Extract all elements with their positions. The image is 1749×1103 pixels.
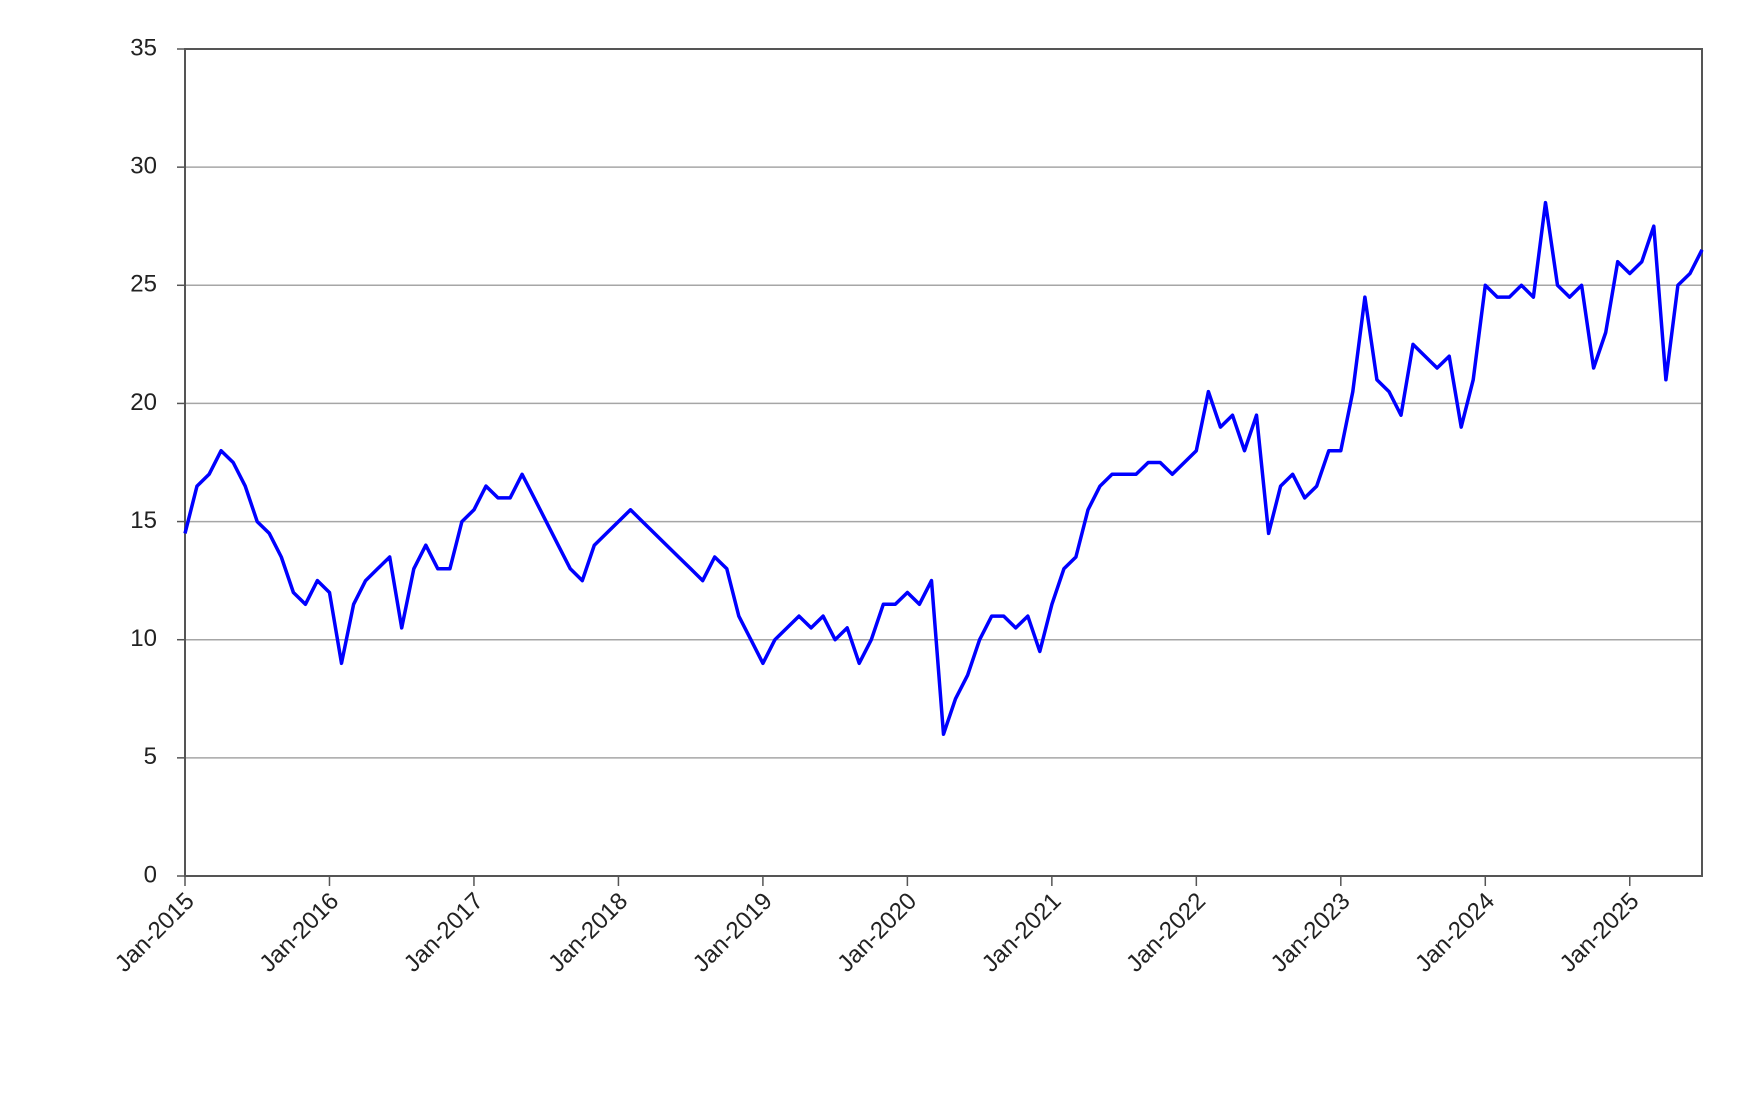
x-tick-label: Jan-2025: [1555, 888, 1645, 978]
x-tick-label: Jan-2018: [543, 888, 633, 978]
y-tick-label: 0: [144, 861, 157, 888]
x-tick-label: Jan-2015: [110, 888, 200, 978]
y-tick-label: 15: [130, 507, 157, 534]
x-tick-label: Jan-2023: [1266, 888, 1356, 978]
y-tick-label: 5: [144, 743, 157, 770]
plot-frame: [184, 48, 1703, 877]
x-tick-label: Jan-2022: [1121, 888, 1211, 978]
data-line: [183, 200, 1704, 736]
y-tick-label: 30: [130, 152, 157, 179]
x-tick-label: Jan-2020: [832, 888, 922, 978]
x-tick-label: Jan-2021: [977, 888, 1067, 978]
y-tick-label: 25: [130, 271, 157, 298]
y-tick-label: 20: [130, 389, 157, 416]
x-tick-label: Jan-2017: [399, 888, 489, 978]
x-tick-label: Jan-2024: [1410, 888, 1500, 978]
x-tick-label: Jan-2016: [254, 888, 344, 978]
x-tick-label: Jan-2019: [688, 888, 778, 978]
y-tick-label: 35: [130, 34, 157, 61]
y-tick-label: 10: [130, 625, 157, 652]
